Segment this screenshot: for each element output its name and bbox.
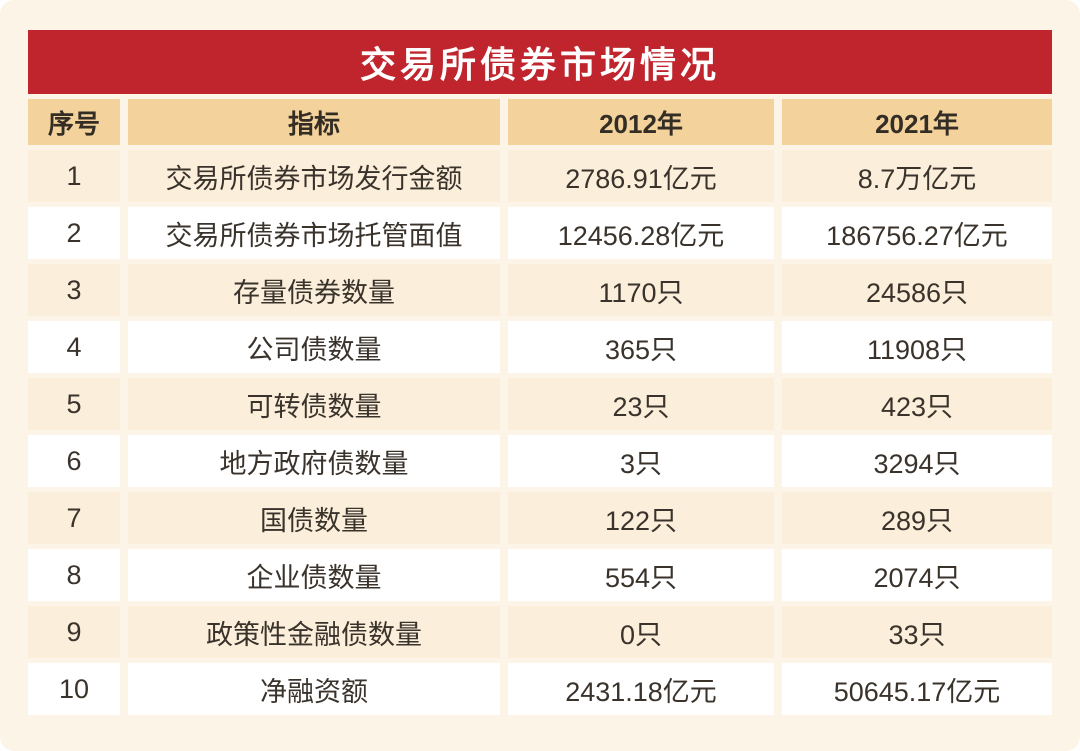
row-number-cell: 2 [28, 207, 120, 259]
value-2021-cell: 33只 [782, 606, 1052, 658]
title-banner: 交易所债券市场情况 [28, 30, 1052, 94]
value-2012-cell: 0只 [508, 606, 774, 658]
value-2012-cell: 122只 [508, 492, 774, 544]
row-number-cell: 1 [28, 150, 120, 202]
value-2012-cell: 12456.28亿元 [508, 207, 774, 259]
header-cell-index: 序号 [28, 99, 120, 145]
row-number-cell: 3 [28, 264, 120, 316]
indicator-cell: 交易所债券市场发行金额 [128, 150, 500, 202]
row-number-cell: 9 [28, 606, 120, 658]
value-2012-cell: 554只 [508, 549, 774, 601]
table-row: 9 政策性金融债数量 0只 33只 [28, 606, 1052, 658]
row-number-cell: 8 [28, 549, 120, 601]
row-number-cell: 5 [28, 378, 120, 430]
header-cell-2021: 2021年 [782, 99, 1052, 145]
page-title: 交易所债券市场情况 [359, 44, 720, 85]
value-2021-cell: 3294只 [782, 435, 1052, 487]
value-2021-cell: 11908只 [782, 321, 1052, 373]
value-2021-cell: 186756.27亿元 [782, 207, 1052, 259]
value-2012-cell: 2431.18亿元 [508, 663, 774, 715]
table-row: 6 地方政府债数量 3只 3294只 [28, 435, 1052, 487]
indicator-cell: 存量债券数量 [128, 264, 500, 316]
table-row: 4 公司债数量 365只 11908只 [28, 321, 1052, 373]
row-number-cell: 6 [28, 435, 120, 487]
table-row: 2 交易所债券市场托管面值 12456.28亿元 186756.27亿元 [28, 207, 1052, 259]
indicator-cell: 地方政府债数量 [128, 435, 500, 487]
table-row: 5 可转债数量 23只 423只 [28, 378, 1052, 430]
value-2012-cell: 1170只 [508, 264, 774, 316]
indicator-cell: 交易所债券市场托管面值 [128, 207, 500, 259]
value-2021-cell: 8.7万亿元 [782, 150, 1052, 202]
table-row: 7 国债数量 122只 289只 [28, 492, 1052, 544]
table-row: 8 企业债数量 554只 2074只 [28, 549, 1052, 601]
table-row: 3 存量债券数量 1170只 24586只 [28, 264, 1052, 316]
row-number-cell: 7 [28, 492, 120, 544]
value-2012-cell: 365只 [508, 321, 774, 373]
value-2012-cell: 2786.91亿元 [508, 150, 774, 202]
table-header-row: 序号 指标 2012年 2021年 [28, 99, 1052, 145]
row-number-cell: 4 [28, 321, 120, 373]
value-2021-cell: 50645.17亿元 [782, 663, 1052, 715]
table-row: 10 净融资额 2431.18亿元 50645.17亿元 [28, 663, 1052, 715]
indicator-cell: 政策性金融债数量 [128, 606, 500, 658]
value-2012-cell: 23只 [508, 378, 774, 430]
indicator-cell: 企业债数量 [128, 549, 500, 601]
indicator-cell: 公司债数量 [128, 321, 500, 373]
value-2012-cell: 3只 [508, 435, 774, 487]
indicator-cell: 可转债数量 [128, 378, 500, 430]
value-2021-cell: 2074只 [782, 549, 1052, 601]
value-2021-cell: 24586只 [782, 264, 1052, 316]
value-2021-cell: 289只 [782, 492, 1052, 544]
value-2021-cell: 423只 [782, 378, 1052, 430]
header-cell-indicator: 指标 [128, 99, 500, 145]
table-row: 1 交易所债券市场发行金额 2786.91亿元 8.7万亿元 [28, 150, 1052, 202]
row-number-cell: 10 [28, 663, 120, 715]
indicator-cell: 国债数量 [128, 492, 500, 544]
table-body: 1 交易所债券市场发行金额 2786.91亿元 8.7万亿元 2 交易所债券市场… [28, 150, 1052, 715]
header-cell-2012: 2012年 [508, 99, 774, 145]
indicator-cell: 净融资额 [128, 663, 500, 715]
